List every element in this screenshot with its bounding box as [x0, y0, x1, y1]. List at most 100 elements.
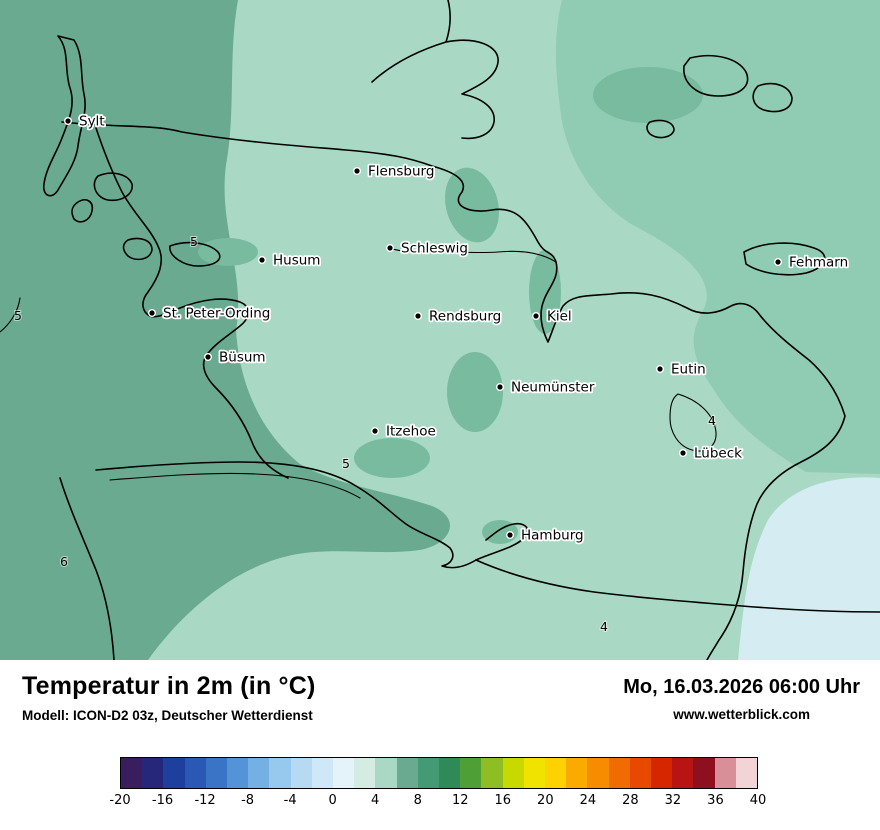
panel-header: Temperatur in 2m (in °C) Modell: ICON-D2… [22, 672, 860, 723]
city-label: Fehmarn [789, 255, 848, 271]
city-dot-icon [656, 365, 665, 374]
city-label: Lübeck [694, 446, 742, 462]
contour-label-layer: 5 5 5 6 4 4 [13, 233, 717, 635]
city-marker: Neumünster [496, 378, 597, 397]
contour-nordstrand-peninsula [169, 241, 221, 267]
colorbar-tick-label: 32 [664, 793, 682, 808]
colorbar-segment [269, 758, 291, 788]
colorbar-segment [651, 758, 673, 788]
city-label: Hamburg [521, 528, 584, 544]
colorbar-tick-label: 16 [494, 793, 512, 808]
city-label: Schleswig [401, 241, 468, 257]
info-panel: Temperatur in 2m (in °C) Modell: ICON-D2… [0, 660, 880, 830]
contour-value-label: 5 [342, 456, 350, 471]
colorbar-segment [629, 758, 652, 788]
city-label: Büsum [219, 350, 266, 366]
city-dot-icon [258, 256, 267, 265]
temperature-map: 5 5 5 6 4 4 Sylt Flensburg Schleswig Husum Fehmar… [0, 0, 880, 660]
colorbar-segment [693, 758, 715, 788]
colorbar-tick-label: 36 [707, 793, 724, 808]
colorbar-segment [566, 758, 588, 788]
temp-blob [198, 238, 258, 266]
city-label: Flensburg [368, 164, 434, 180]
contour-elbe-river [95, 461, 529, 569]
colorbar-segment [396, 758, 418, 788]
colorbar-tick-label: -8 [241, 793, 255, 808]
city-dot-icon [774, 258, 783, 267]
city-dot-icon [353, 166, 362, 175]
contour-danish-island-3 [646, 119, 675, 139]
colorbar [120, 757, 758, 789]
contour-top-coast [371, 0, 499, 140]
city-label: Itzehoe [386, 424, 436, 440]
colorbar-segment [735, 758, 758, 788]
city-label: Kiel [547, 309, 572, 325]
contour-amrum-island [71, 199, 94, 223]
contour-south-border [475, 559, 880, 613]
contour-foehr-island [93, 172, 133, 202]
colorbar-segment [142, 758, 164, 788]
colorbar-segment [333, 758, 355, 788]
city-dot-icon [679, 449, 688, 458]
website-url: www.wetterblick.com [673, 707, 810, 722]
colorbar-segment [523, 758, 546, 788]
city-dot-icon [496, 383, 505, 392]
city-marker: Sylt [63, 112, 106, 131]
city-label: Rendsburg [429, 309, 501, 325]
colorbar-segment [290, 758, 312, 788]
colorbar-segment [354, 758, 376, 788]
colorbar-segment [375, 758, 397, 788]
colorbar-tick-label: -16 [151, 793, 174, 808]
city-dot-icon [532, 312, 541, 321]
colorbar-area: -20 -16 -12 -8 -4 0 4 8 12 16 20 24 28 32 36 40 [109, 757, 766, 813]
colorbar-tick-label: 28 [622, 793, 639, 808]
contour-north-border [61, 121, 557, 263]
colorbar-tick-label: 0 [328, 793, 337, 808]
temp-blob [447, 352, 503, 432]
city-dot-icon [386, 243, 395, 252]
map-region-sea-west [0, 0, 450, 660]
colorbar-tick-label: 12 [451, 793, 469, 808]
colorbar-tick-label: -20 [109, 793, 131, 808]
city-marker: Schleswig [386, 239, 470, 258]
map-contour-lines [0, 0, 880, 660]
city-marker: Rendsburg [414, 307, 503, 326]
contour-value-label: 5 [190, 234, 198, 249]
city-label: Husum [273, 253, 320, 269]
city-dot-icon [414, 312, 423, 321]
colorbar-tick-label: 20 [537, 793, 554, 808]
colorbar-segment [502, 758, 524, 788]
city-marker: Hamburg [506, 526, 585, 545]
city-dot-icon [506, 531, 515, 540]
title-block: Temperatur in 2m (in °C) Modell: ICON-D2… [22, 672, 316, 723]
city-label: St. Peter-Ording [163, 306, 270, 322]
city-dot-icon [147, 309, 156, 318]
city-layer: Sylt Flensburg Schleswig Husum Fehmarn St. Pe… [63, 112, 850, 545]
map-region-baltic-pale [738, 477, 880, 660]
city-dot-icon [371, 427, 380, 436]
city-dot-icon [203, 353, 212, 362]
contour-elbe-river-2 [109, 472, 361, 499]
colorbar-tick-label: 8 [413, 793, 422, 808]
contour-west-coast [95, 127, 289, 479]
city-marker: Lübeck [679, 444, 744, 463]
contour-value-label: 4 [708, 413, 716, 428]
colorbar-segment [163, 758, 185, 788]
city-marker: Kiel [532, 307, 573, 326]
contour-fehmarn-island [743, 242, 826, 276]
colorbar-segment [417, 758, 440, 788]
colorbar-segment [184, 758, 206, 788]
map-svg: 5 5 5 6 4 4 Sylt Flensburg Schleswig Husum Fehmar… [0, 0, 880, 660]
colorbar-segment [227, 758, 249, 788]
city-marker: Husum [258, 251, 322, 270]
colorbar-ticks: -20 -16 -12 -8 -4 0 4 8 12 16 20 24 28 32 36 40 [109, 793, 766, 813]
colorbar-segment [714, 758, 736, 788]
contour-schlei-inlet [391, 248, 557, 263]
city-dot-icon [63, 116, 72, 125]
city-marker: Eutin [656, 360, 707, 379]
colorbar-segment [460, 758, 482, 788]
city-marker: St. Peter-Ording [147, 304, 272, 323]
contour-value-label: 5 [14, 308, 22, 323]
colorbar-segment [587, 758, 609, 788]
colorbar-segment [481, 758, 503, 788]
